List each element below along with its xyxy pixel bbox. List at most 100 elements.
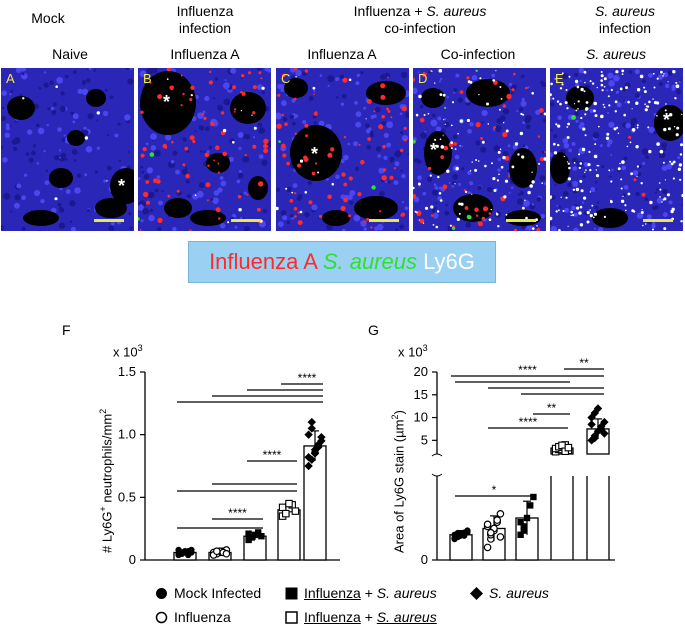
legend-flu-coinfected-p1: + bbox=[360, 585, 377, 601]
header-coinfection: Influenza + S. aureus co-infection bbox=[325, 3, 515, 37]
chart-f-point bbox=[188, 549, 195, 556]
chart-g-point bbox=[520, 527, 527, 534]
legend-flu-coinfected-p2: S. aureus bbox=[376, 585, 437, 601]
chart-f-point bbox=[291, 507, 300, 515]
micrograph-panel-a: A * bbox=[1, 68, 134, 231]
scale-bar bbox=[94, 219, 124, 222]
open-square-icon bbox=[285, 610, 298, 624]
chart-f-sig-label: **** bbox=[298, 371, 317, 385]
chart-f-point bbox=[304, 430, 313, 439]
scale-bar bbox=[506, 219, 536, 222]
filled-square-icon bbox=[285, 587, 298, 599]
chart-f-letter: F bbox=[62, 322, 71, 338]
chart-g-multiplier: x 103 bbox=[398, 343, 428, 359]
chart-f-point bbox=[285, 499, 293, 508]
lumen-marker: * bbox=[430, 140, 438, 160]
lumen-marker: * bbox=[663, 110, 671, 130]
header-saureus-infection: S. aureus infection bbox=[570, 3, 680, 37]
chart-g-point bbox=[496, 509, 505, 518]
legend-flu-coinfected-p0: Influenza bbox=[304, 585, 361, 601]
filled-diamond-icon bbox=[470, 586, 483, 600]
chart-f-point bbox=[307, 417, 316, 427]
chart-g-point bbox=[517, 531, 524, 538]
chart-f-sig-label: **** bbox=[263, 448, 282, 462]
chart-g-point bbox=[517, 519, 524, 526]
chart-g-point bbox=[597, 424, 606, 434]
chart-g-sig-label: ** bbox=[547, 401, 557, 415]
header-coinfection-flu: Influenza + bbox=[353, 3, 427, 19]
chart-f-ytick-label: 1.0 bbox=[118, 427, 136, 442]
stain-legend-ly6g: Ly6G bbox=[423, 249, 475, 274]
subheader-c: Influenza A bbox=[307, 46, 377, 62]
chart-g-axis-break bbox=[431, 453, 443, 457]
legend-saureus: S. aureus bbox=[470, 585, 549, 601]
chart-f-point bbox=[178, 550, 185, 557]
header-influenza-line1: Influenza bbox=[176, 3, 234, 19]
chart-g-point bbox=[587, 420, 596, 429]
chart-f-multiplier: x 103 bbox=[113, 343, 143, 359]
legend-flu-coinfected: Influenza + S. aureus bbox=[285, 585, 437, 601]
chart-g-point bbox=[493, 516, 502, 524]
stain-legend-influenza: Influenza A bbox=[209, 249, 317, 274]
chart-g-sig-label: ** bbox=[579, 356, 589, 370]
chart-f-point bbox=[255, 529, 262, 536]
chart-g-sig-label: * bbox=[492, 483, 497, 497]
header-saureus-line2: infection bbox=[598, 20, 652, 36]
chart-g-point bbox=[564, 443, 573, 452]
stain-legend: Influenza A S. aureus Ly6G bbox=[188, 241, 496, 283]
scale-bar bbox=[643, 219, 673, 222]
chart-f-point bbox=[245, 536, 252, 544]
header-saureus-line1: S. aureus bbox=[595, 3, 655, 19]
chart-g-sig-label: **** bbox=[518, 363, 537, 377]
filled-circle-icon bbox=[156, 587, 167, 599]
chart-g-ytick-label: 20 bbox=[414, 364, 428, 379]
panel-letter-c: C bbox=[281, 71, 291, 86]
chart-f-ytick-label: 0 bbox=[129, 552, 136, 567]
micrograph-panel-b: B * bbox=[138, 68, 271, 231]
chart-f-multiplier-base: x 10 bbox=[113, 344, 138, 360]
chart-g-sig-label: **** bbox=[519, 415, 538, 429]
chart-g-point bbox=[483, 520, 492, 529]
chart-f-point bbox=[258, 532, 265, 540]
chart-g-multiplier-base: x 10 bbox=[398, 344, 423, 360]
chart-f-point bbox=[307, 424, 316, 433]
chart-g-point bbox=[483, 543, 492, 552]
chart-g-multiplier-exp: 3 bbox=[422, 343, 428, 353]
chart-g-axis-break bbox=[431, 473, 443, 477]
micrograph-panel-c: C * bbox=[276, 68, 409, 231]
chart-g-point bbox=[590, 408, 599, 418]
legend-coinfection-p1: + bbox=[360, 609, 377, 625]
chart-f-point bbox=[245, 530, 252, 537]
chart-f-point bbox=[310, 448, 320, 457]
chart-g-ytick-label: 10 bbox=[414, 410, 428, 425]
stain-legend-saureus: S. aureus bbox=[322, 249, 418, 274]
panel-letter-a: A bbox=[6, 71, 15, 86]
legend-mock-label: Mock Infected bbox=[174, 585, 262, 601]
header-influenza-infection: Influenza infection bbox=[150, 3, 260, 37]
lumen-marker: * bbox=[118, 176, 126, 196]
panel-letter-d: D bbox=[418, 71, 428, 86]
chart-f-point bbox=[304, 461, 313, 471]
legend-influenza: Influenza bbox=[155, 609, 231, 625]
lumen-marker: * bbox=[311, 144, 319, 164]
chart-f-point bbox=[278, 503, 287, 512]
chart-g-point bbox=[486, 528, 495, 537]
micrograph-panel-e: E * bbox=[550, 68, 683, 231]
chart-g-point bbox=[587, 413, 596, 422]
subheader-d: Co-infection bbox=[440, 46, 516, 62]
chart-g-point bbox=[454, 529, 461, 537]
chart-g-ytick-label: 0 bbox=[421, 552, 428, 567]
panel-letter-b: B bbox=[143, 71, 152, 86]
legend-coinfection-p0: Influenza bbox=[304, 609, 361, 625]
chart-f-point bbox=[213, 547, 221, 556]
chart-f-ytick-label: 1.5 bbox=[118, 364, 136, 379]
chart-g-point bbox=[496, 533, 505, 541]
micrograph-panel-d: D * bbox=[413, 68, 546, 231]
scale-bar bbox=[369, 219, 399, 222]
chart-g-point bbox=[593, 404, 603, 413]
chart-g-point bbox=[527, 502, 534, 509]
chart-g-ytick-label: 15 bbox=[414, 387, 428, 402]
chart-f-multiplier-exp: 3 bbox=[137, 343, 143, 353]
panel-letter-e: E bbox=[555, 71, 564, 86]
chart-g-point bbox=[600, 417, 609, 427]
